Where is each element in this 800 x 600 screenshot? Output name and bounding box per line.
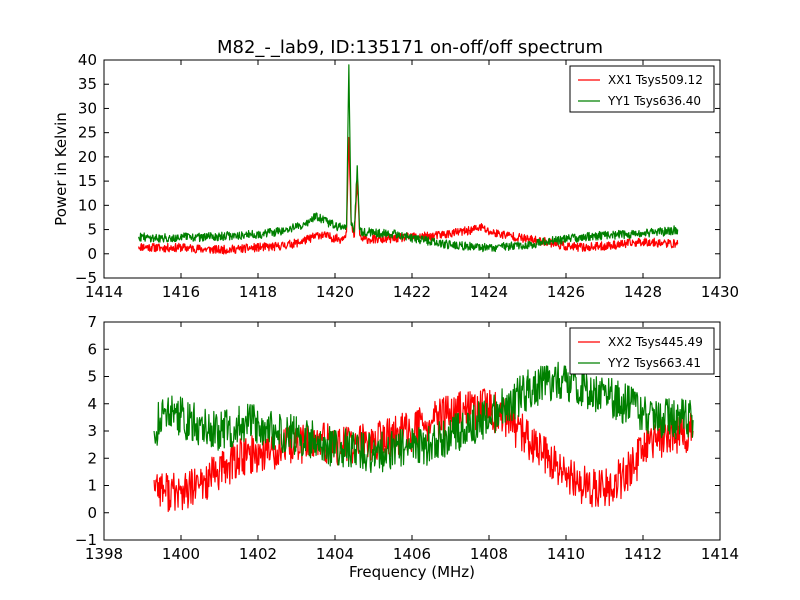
top-legend: XX1 Tsys509.12 YY1 Tsys636.40 [569,65,715,113]
bottom-series-line-1 [153,388,694,513]
top-y-tick-label: 30 [78,99,97,117]
top-x-tick-label: 1420 [316,283,354,301]
top-series-line-1 [138,136,679,255]
bottom-y-tick-label: −1 [75,531,97,549]
bottom-legend-entry-2: YY2 Tsys663.41 [607,356,701,370]
top-y-tick-label: 5 [87,221,97,239]
bottom-x-axis-label: Frequency (MHz) [349,563,475,581]
bottom-x-tick-label: 1414 [701,545,739,563]
bottom-plot-area [153,361,694,513]
bottom-legend-entry-1: XX2 Tsys445.49 [608,335,703,349]
bottom-y-tick-label: 3 [87,422,97,440]
top-y-tick-label: 15 [78,172,97,190]
bottom-panel: 1398 1400 1402 1404 1406 1408 1410 1412 1414 −1 0 1… [75,313,739,581]
bottom-x-tick-label: 1406 [393,545,431,563]
bottom-y-tick-label: 4 [87,395,97,413]
bottom-y-tick-label: 0 [87,504,97,522]
top-x-tick-label: 1424 [470,283,508,301]
chart-title: M82_-_lab9, ID:135171 on-off/off spectru… [217,37,603,58]
bottom-y-tick-label: 1 [87,477,97,495]
top-x-tick-label: 1422 [393,283,431,301]
top-x-tick-label: 1418 [239,283,277,301]
top-x-tick-label: 1416 [162,283,200,301]
top-x-tick-label: 1426 [547,283,585,301]
bottom-x-tick-label: 1410 [547,545,585,563]
top-y-tick-label: 10 [78,196,97,214]
bottom-x-tick-label: 1412 [624,545,662,563]
top-y-tick-label: 25 [78,124,97,142]
top-plot-area [138,64,679,255]
bottom-legend-box [569,327,715,375]
bottom-y-tick-label: 6 [87,340,97,358]
top-y-axis-label: Power in Kelvin [52,112,70,226]
top-panel: 1414 1416 1418 1420 1422 1424 1426 1428 1430 −5 0 5… [52,51,739,301]
bottom-x-tick-label: 1398 [85,545,123,563]
bottom-y-tick-label: 7 [87,313,97,331]
bottom-x-tick-label: 1408 [470,545,508,563]
top-y-tick-label: 35 [78,75,97,93]
top-x-tick-label: 1430 [701,283,739,301]
top-x-tick-label: 1428 [624,283,662,301]
bottom-x-tick-label: 1400 [162,545,200,563]
bottom-y-tick-label: 5 [87,368,97,386]
top-y-tick-label: −5 [75,269,97,287]
top-y-tick-label: 20 [78,148,97,166]
top-legend-entry-2: YY1 Tsys636.40 [607,94,701,108]
bottom-legend: XX2 Tsys445.49 YY2 Tsys663.41 [569,327,715,375]
bottom-series-line-2 [153,361,694,474]
top-x-tick-label: 1414 [85,283,123,301]
top-y-tick-label: 0 [87,245,97,263]
bottom-y-tick-label: 2 [87,449,97,467]
bottom-x-tick-label: 1402 [239,545,277,563]
top-legend-entry-1: XX1 Tsys509.12 [608,73,703,87]
top-y-tick-label: 40 [78,51,97,69]
top-legend-box [569,65,715,113]
bottom-x-tick-label: 1404 [316,545,354,563]
top-series-line-2 [138,64,679,253]
